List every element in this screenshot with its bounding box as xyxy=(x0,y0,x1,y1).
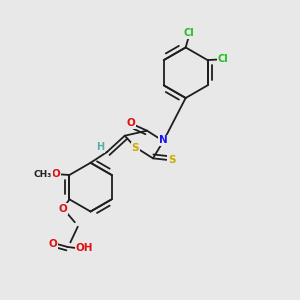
Text: S: S xyxy=(168,155,176,165)
Text: O: O xyxy=(126,118,135,128)
Text: N: N xyxy=(159,136,168,146)
Text: H: H xyxy=(96,142,104,152)
Text: S: S xyxy=(131,142,139,153)
Text: Cl: Cl xyxy=(218,55,228,64)
Text: O: O xyxy=(48,239,57,249)
Text: O: O xyxy=(52,169,60,179)
Text: Cl: Cl xyxy=(183,28,194,38)
Text: CH₃: CH₃ xyxy=(34,170,52,179)
Text: O: O xyxy=(58,204,67,214)
Text: OH: OH xyxy=(76,243,93,254)
